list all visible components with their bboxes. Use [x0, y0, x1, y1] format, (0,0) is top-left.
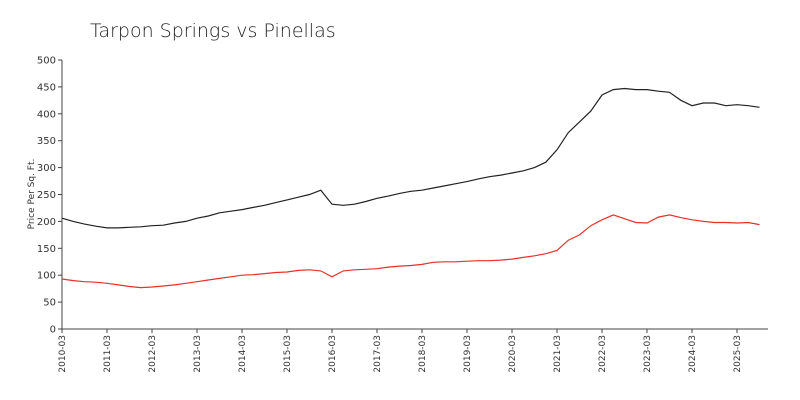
x-tick-label: 2016-03: [328, 335, 338, 373]
chart-title: Tarpon Springs vs Pinellas: [90, 20, 336, 42]
x-tick-label: 2022-03: [598, 335, 608, 373]
x-tick-label: 2014-03: [238, 335, 248, 373]
x-tick-label: 2018-03: [418, 335, 428, 373]
x-tick-label: 2012-03: [148, 335, 158, 373]
y-tick-label: 300: [37, 163, 56, 174]
y-tick-label: 100: [37, 271, 56, 282]
y-tick-label: 200: [37, 217, 56, 228]
x-tick-label: 2024-03: [688, 335, 698, 373]
y-tick-label: 500: [37, 56, 56, 67]
x-tick-label: 2019-03: [463, 335, 473, 373]
x-tick-label: 2023-03: [643, 335, 653, 373]
x-tick-label: 2010-03: [58, 335, 68, 373]
y-tick-label: 350: [37, 136, 56, 147]
y-tick-label: 0: [50, 325, 56, 336]
x-tick-label: 2025-03: [733, 335, 743, 373]
x-tick-label: 2017-03: [373, 335, 383, 373]
x-tick-label: 2021-03: [553, 335, 563, 373]
y-tick-label: 50: [43, 298, 56, 309]
y-tick-label: 400: [37, 109, 56, 120]
series-line: [61, 87, 760, 229]
y-tick-label: 450: [37, 82, 56, 93]
y-axis-label: Price Per Sq. Ft.: [27, 159, 37, 230]
y-tick-label: 250: [37, 190, 56, 201]
series-line: [61, 214, 760, 289]
x-tick-label: 2015-03: [283, 335, 293, 373]
x-tick-label: 2013-03: [193, 335, 203, 373]
y-tick-label: 150: [37, 244, 56, 255]
x-tick-label: 2011-03: [103, 335, 113, 373]
x-tick-label: 2020-03: [508, 335, 518, 373]
